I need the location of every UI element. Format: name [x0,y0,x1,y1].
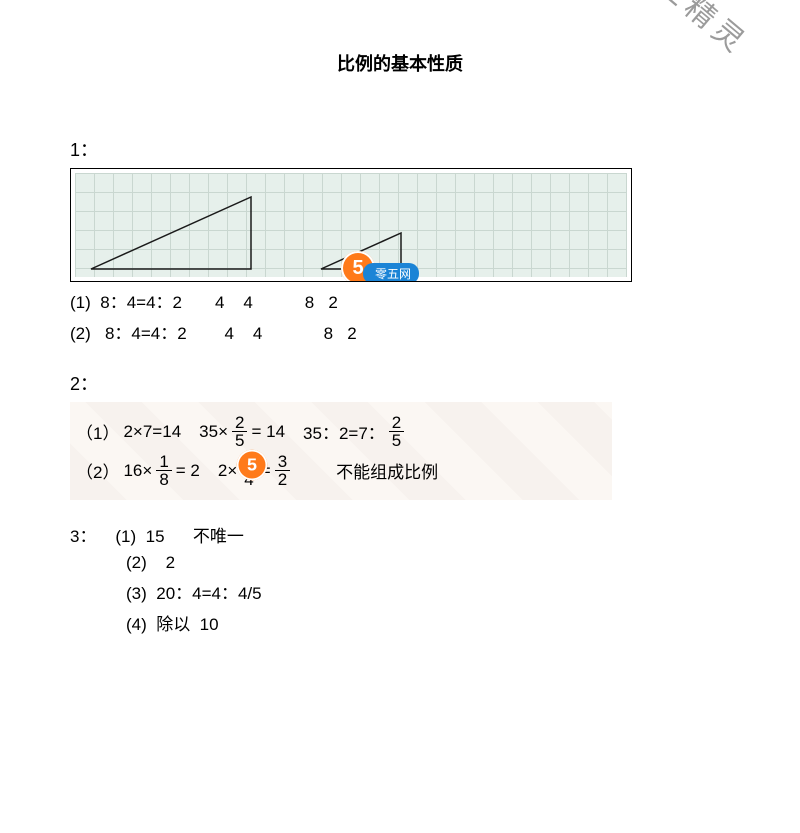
frac-n: 2 [389,414,404,431]
q3-i3: 20：4=4：4/5 [156,584,261,603]
fraction-2-5b: 2 5 [389,414,404,449]
page-title: 比例的基本性质 [70,50,730,76]
frac-n: 1 [156,453,171,470]
frac-n: 3 [275,453,290,470]
q2-r1-p2-post: = 14 [251,422,285,442]
site-logo-number: 5 [352,257,363,280]
q1-line2: (2) 8：4=4：2 4 4 8 2 [70,319,730,344]
triangle-large [91,197,251,269]
q1-figure: 5 零五网 [70,168,632,282]
q2-r2-idx: （2） [76,458,119,483]
frac-d: 5 [389,431,404,449]
q3-row3: (3) 20：4=4：4/5 [126,579,730,604]
q1-l2-idx: (2) [70,324,91,343]
fraction-2-5a: 2 5 [232,414,247,449]
q3-row1: 3： (1) 15 不唯一 [70,522,730,547]
q3-i2: 2 [156,553,175,572]
q3-i1-idx: (1) [115,527,136,546]
q2-r2-p1: （2） 16× 1 8 = 2 [76,453,200,488]
q2-r1-p3-pre: 35：2=7： [303,419,385,444]
q1-line1: (1) 8：4=4：2 4 4 8 2 [70,288,730,313]
q2-r1-p1-text: 2×7=14 [123,422,181,442]
worksheet-page: 更多答案请下载作业精灵 比例的基本性质 1： 5 零五网 (1) 8：4=4：2… [0,0,800,833]
q3-i2-idx: (2) [126,553,147,572]
q2-r1-p2-pre: 35× [199,422,228,442]
q2-label: 2： [70,370,730,396]
q2-row1: （1） 2×7=14 35× 2 5 = 14 35：2=7： 2 5 [76,414,606,449]
fraction-3-2: 3 2 [275,453,290,488]
q2-r1-p1: （1） 2×7=14 [76,419,181,444]
frac-n: 2 [232,414,247,431]
fraction-1-8: 1 8 [156,453,171,488]
site-logo-tag: 零五网 [363,263,419,282]
q2-row2: （2） 16× 1 8 = 2 2× 3 4 = 3 2 [76,453,606,488]
q3-block: 3： (1) 15 不唯一 (2) 2 (3) 20：4=4：4/5 (4) 除… [70,522,730,635]
q3-i1: 15 不唯一 [146,527,244,546]
q1-l1-idx: (1) [70,293,91,312]
q2-r1-p3: 35：2=7： 2 5 [303,414,404,449]
q3-i3-idx: (3) [126,584,147,603]
frac-d: 2 [275,470,290,488]
q2-r2-p1-pre: 16× [123,461,152,481]
q3-label: 3： [70,527,96,546]
site-logo-badge-2: 5 [237,450,268,481]
q3-row2: (2) 2 [126,553,730,573]
site-logo-number-2: 5 [247,455,257,476]
q3-row4: (4) 除以 10 [126,610,730,635]
q1-l1-text: 8：4=4：2 4 4 8 2 [100,293,338,312]
q1-label: 1： [70,136,730,162]
q2-r2-p1-post: = 2 [176,461,200,481]
q1-l2-text: 8：4=4：2 4 4 8 2 [105,324,357,343]
frac-d: 8 [156,470,171,488]
q2-r2-p3: 不能组成比例 [336,458,438,483]
q3-i4-idx: (4) [126,615,147,634]
frac-d: 5 [232,431,247,449]
q2-r1-p2: 35× 2 5 = 14 [199,414,285,449]
q2-r2-p2-pre: 2× [218,461,237,481]
q3-i4: 除以 10 [156,615,218,634]
q2-box: （1） 2×7=14 35× 2 5 = 14 35：2=7： 2 5 [70,402,612,500]
q2-r1-idx: （1） [76,419,119,444]
